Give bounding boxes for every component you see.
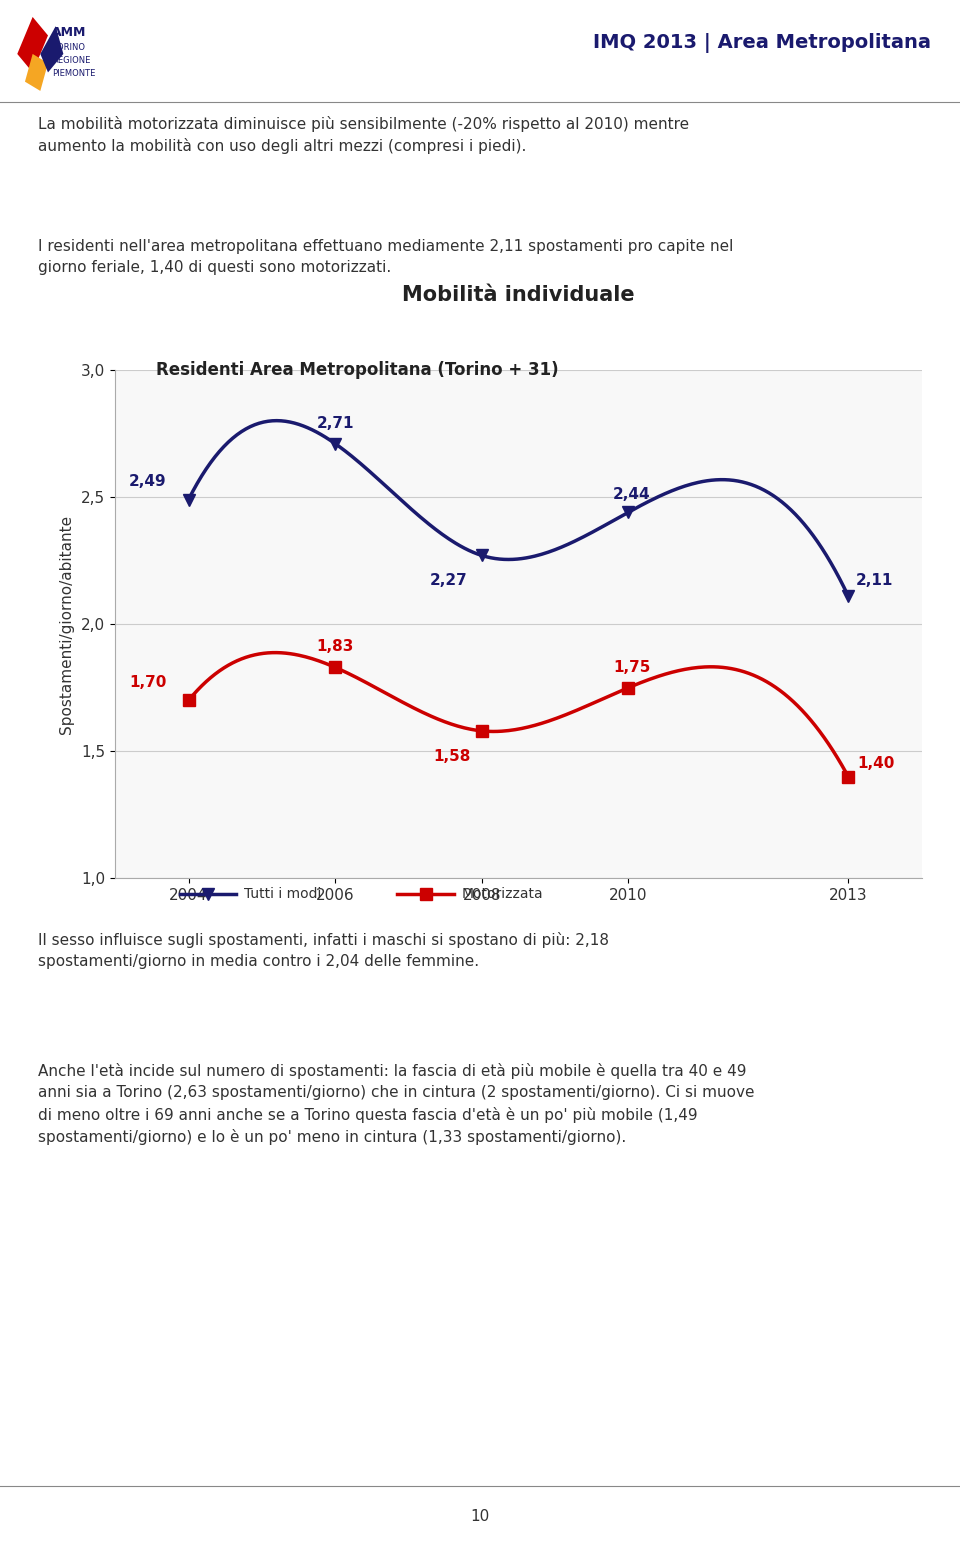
Text: Anche l'età incide sul numero di spostamenti: la fascia di età più mobile è quel: Anche l'età incide sul numero di spostam…	[38, 1063, 755, 1145]
Text: 1,83: 1,83	[317, 640, 354, 655]
Text: TORINO: TORINO	[52, 43, 84, 52]
Text: 1,75: 1,75	[613, 660, 651, 675]
Polygon shape	[25, 54, 48, 91]
Text: Residenti Area Metropolitana (Torino + 31): Residenti Area Metropolitana (Torino + 3…	[156, 361, 558, 379]
Text: Motorizzata: Motorizzata	[462, 886, 543, 901]
Text: 1,70: 1,70	[130, 675, 166, 690]
Text: Mobilità individuale: Mobilità individuale	[402, 285, 635, 305]
Text: 2,27: 2,27	[429, 573, 468, 589]
Text: 2,71: 2,71	[317, 416, 354, 431]
Polygon shape	[17, 17, 48, 72]
Text: 2,44: 2,44	[613, 487, 651, 502]
Text: REGIONE: REGIONE	[52, 55, 90, 65]
Text: Tutti i modi: Tutti i modi	[244, 886, 322, 901]
Polygon shape	[40, 26, 63, 72]
Text: 2,11: 2,11	[855, 573, 893, 589]
Text: PIEMONTE: PIEMONTE	[52, 69, 95, 77]
Text: Il sesso influisce sugli spostamenti, infatti i maschi si spostano di più: 2,18
: Il sesso influisce sugli spostamenti, in…	[38, 932, 610, 969]
Text: La mobilità motorizzata diminuisce più sensibilmente (-20% rispetto al 2010) men: La mobilità motorizzata diminuisce più s…	[38, 116, 689, 154]
Text: 10: 10	[470, 1509, 490, 1524]
Text: 1,58: 1,58	[433, 749, 470, 764]
Text: 1,40: 1,40	[857, 757, 895, 772]
Text: 2,49: 2,49	[129, 475, 166, 488]
Text: I residenti nell'area metropolitana effettuano mediamente 2,11 spostamenti pro c: I residenti nell'area metropolitana effe…	[38, 239, 733, 274]
Y-axis label: Spostamenti/giorno/abitante: Spostamenti/giorno/abitante	[60, 515, 74, 734]
Text: AMM: AMM	[52, 26, 86, 39]
Text: IMQ 2013 | Area Metropolitana: IMQ 2013 | Area Metropolitana	[593, 34, 931, 52]
